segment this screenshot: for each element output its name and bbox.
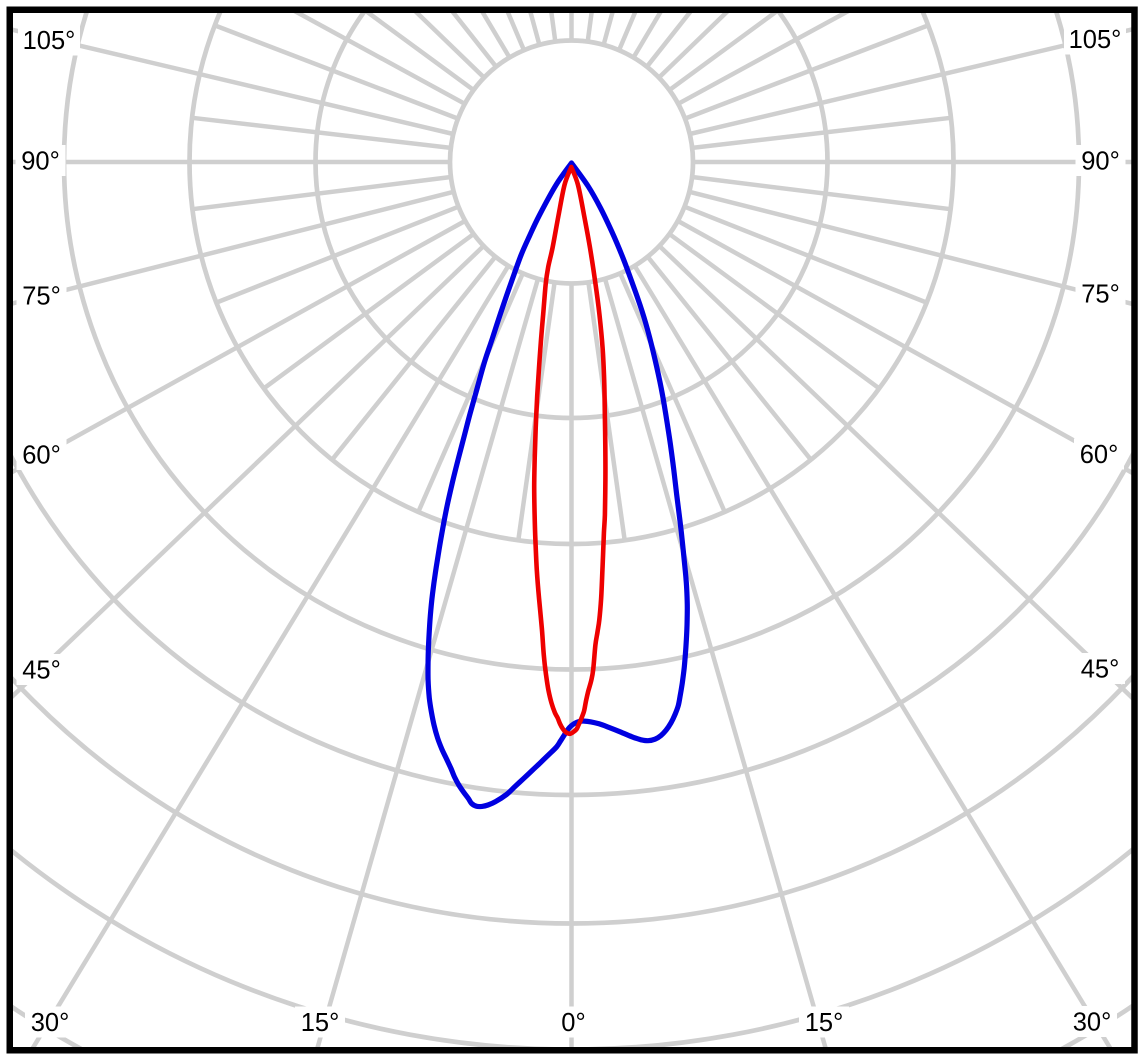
svg-text:0°: 0° — [561, 1009, 585, 1037]
svg-text:60°: 60° — [22, 442, 61, 470]
svg-text:75°: 75° — [1081, 281, 1120, 309]
svg-text:90°: 90° — [1081, 148, 1120, 176]
svg-text:90°: 90° — [21, 148, 60, 176]
svg-text:30°: 30° — [31, 1009, 70, 1037]
svg-text:60°: 60° — [1080, 441, 1119, 469]
svg-text:30°: 30° — [1073, 1009, 1112, 1037]
svg-text:105°: 105° — [1069, 26, 1122, 54]
svg-text:105°: 105° — [23, 27, 76, 55]
svg-text:45°: 45° — [1081, 656, 1120, 684]
svg-text:75°: 75° — [22, 283, 61, 311]
svg-text:15°: 15° — [805, 1009, 844, 1037]
svg-text:15°: 15° — [301, 1009, 340, 1037]
svg-text:45°: 45° — [22, 657, 61, 685]
